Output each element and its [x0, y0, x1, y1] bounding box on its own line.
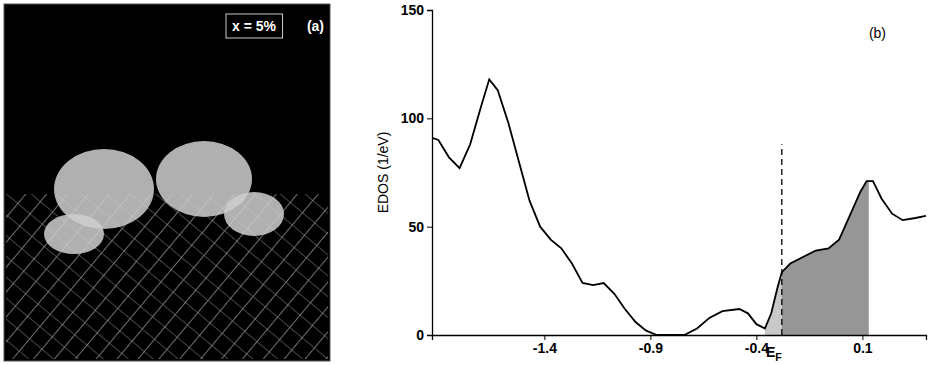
plot-area — [432, 79, 926, 335]
panel-background — [4, 4, 330, 361]
x-axis: -1.4-0.9-0.40.1 — [433, 335, 927, 356]
y-tick-mark — [427, 10, 432, 11]
edos-line — [432, 79, 926, 335]
y-tick-label: 100 — [401, 110, 425, 126]
x-tick-label: 0.1 — [853, 340, 873, 356]
orbital-cloud — [44, 214, 104, 254]
y-tick-label: 150 — [401, 2, 425, 18]
shaded-region — [782, 79, 869, 335]
shaded-region — [765, 79, 782, 335]
concentration-text: x = 5% — [232, 18, 277, 34]
fermi-label: EF — [766, 344, 782, 363]
fermi-line — [781, 144, 782, 335]
fermi-label-sub: F — [775, 351, 782, 363]
concentration-label: x = 5% — [226, 14, 283, 38]
y-tick-mark — [427, 118, 432, 119]
y-tick-mark — [427, 335, 432, 336]
y-tick-label: 50 — [408, 219, 424, 235]
panel-letter: (a) — [307, 18, 324, 34]
y-tick-mark — [427, 227, 432, 228]
orbital-cloud — [224, 192, 284, 236]
image-panel: x = 5% (a) — [4, 4, 330, 361]
x-tick-label: -1.4 — [533, 340, 557, 356]
y-tick: 50 — [408, 219, 432, 235]
y-axis-title: EDOS (1/eV) — [375, 132, 391, 214]
label-box — [226, 14, 283, 38]
x-tick: -0.9 — [639, 335, 663, 356]
x-tick: 0.1 — [853, 335, 873, 356]
x-tick-label: -0.9 — [639, 340, 663, 356]
y-tick: 150 — [401, 2, 432, 18]
y-tick: 0 — [416, 327, 432, 343]
y-axis-line — [427, 11, 433, 336]
panel-letter: (b) — [869, 25, 886, 41]
y-axis: 0 50 100 150 — [401, 2, 433, 343]
x-tick: -1.4 — [533, 335, 557, 356]
y-tick-label: 0 — [416, 327, 424, 343]
figure: x = 5%(a)-1.4-0.9-0.40.1050100150EDOS (1… — [0, 0, 931, 365]
y-tick: 100 — [401, 110, 432, 126]
fermi-label-main: E — [766, 344, 775, 360]
